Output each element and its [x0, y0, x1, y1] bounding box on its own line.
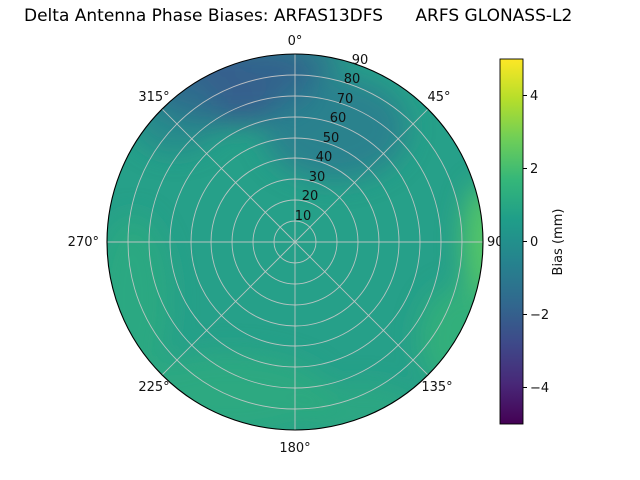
angular-tick-label-0: 0° — [288, 34, 303, 49]
radial-tick-label-10: 10 — [295, 209, 312, 224]
colorbar-ticks — [523, 95, 527, 388]
angular-tick-label-135: 135° — [421, 380, 452, 395]
positive-bias-blob — [464, 184, 483, 300]
negative-bias-blob — [235, 54, 345, 80]
colorbar-tick-label-neg2: −2 — [530, 308, 549, 323]
angular-tick-label-270: 270° — [68, 235, 99, 250]
colorbar-tick-label-2: 2 — [530, 162, 538, 177]
angular-tick-label-90: 90 — [487, 235, 504, 250]
radial-tick-labels: 10 20 30 40 50 60 70 80 90 — [295, 53, 369, 224]
colorbar: 4 2 0 −2 −4 Bias (mm) — [499, 58, 566, 425]
angular-tick-label-225: 225° — [138, 380, 169, 395]
radial-tick-label-80: 80 — [344, 72, 361, 87]
colorbar-gradient — [499, 58, 524, 425]
colorbar-tick-labels: 4 2 0 −2 −4 — [530, 89, 549, 396]
positive-bias-blob — [303, 384, 423, 430]
positive-bias-blob — [107, 215, 171, 385]
grid-spoke — [294, 241, 429, 376]
negative-bias-blob — [263, 76, 407, 180]
radial-tick-label-50: 50 — [323, 131, 340, 146]
colorbar-tick-label-4: 4 — [530, 89, 538, 104]
chart-title: Delta Antenna Phase Biases: ARFAS13DFS A… — [24, 6, 573, 26]
radial-tick-label-70: 70 — [337, 92, 354, 107]
negative-bias-blob — [130, 77, 220, 153]
angular-tick-label-315: 315° — [138, 90, 169, 105]
angular-grid — [107, 54, 483, 430]
radial-tick-label-90: 90 — [352, 53, 369, 68]
grid-spoke — [294, 108, 429, 243]
angular-tick-label-180: 180° — [279, 441, 310, 456]
colorbar-axis-label: Bias (mm) — [551, 209, 566, 276]
angular-tick-labels: 0° 45° 90 135° 180° 225° 270° 315° — [68, 34, 504, 456]
angular-tick-label-45: 45° — [427, 90, 450, 105]
colorbar-tick-label-neg4: −4 — [530, 381, 549, 396]
radial-tick-label-30: 30 — [309, 170, 326, 185]
radial-tick-label-60: 60 — [330, 111, 347, 126]
grid-spoke — [161, 108, 296, 243]
positive-bias-blob — [130, 353, 330, 430]
polar-boundary — [106, 53, 484, 431]
grid-spoke — [161, 241, 296, 376]
colorbar-tick-label-0: 0 — [530, 235, 538, 250]
radial-tick-label-20: 20 — [302, 189, 319, 204]
radial-tick-label-40: 40 — [316, 150, 333, 165]
